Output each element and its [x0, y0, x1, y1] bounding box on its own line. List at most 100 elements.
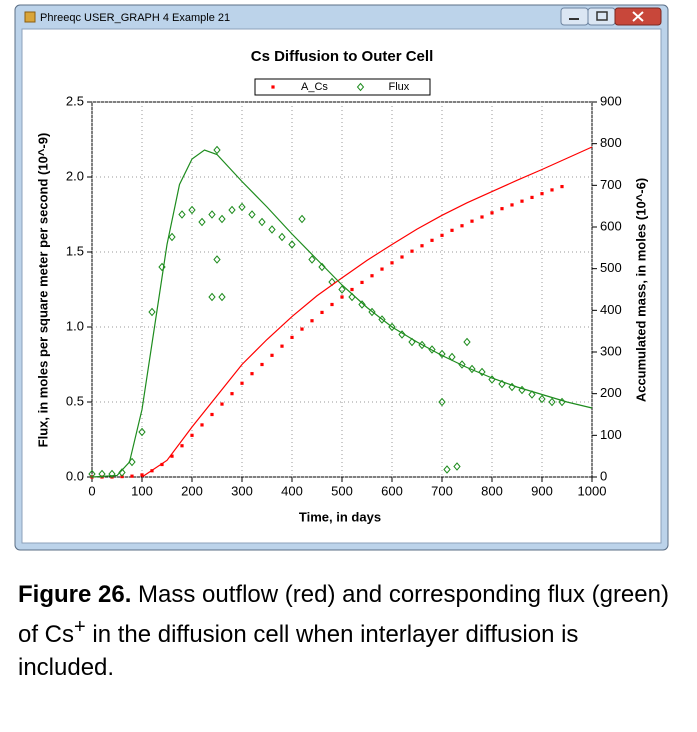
data-point [260, 362, 264, 367]
data-point [88, 469, 96, 479]
y-tick-label: 1.0 [66, 318, 84, 333]
data-point [288, 240, 296, 249]
y-axis-label: Flux, in moles per square meter per seco… [35, 133, 50, 448]
data-point [538, 394, 546, 404]
data-point [188, 205, 196, 215]
data-point [560, 184, 564, 189]
data-point [420, 244, 424, 248]
data-point [200, 423, 204, 427]
minimize-button[interactable] [560, 7, 589, 26]
data-point [258, 217, 266, 227]
maximize-button[interactable] [587, 7, 616, 26]
data-point [310, 319, 314, 323]
data-point [440, 233, 444, 237]
data-point [308, 255, 316, 264]
data-point [528, 390, 536, 399]
data-point [468, 364, 476, 374]
data-point [138, 427, 146, 437]
x-axis-label: Time, in days [299, 509, 381, 524]
y2-tick-label: 400 [600, 302, 622, 317]
data-point [240, 381, 244, 385]
data-point [278, 232, 286, 242]
y2-tick-label: 700 [600, 177, 622, 192]
data-point [208, 292, 216, 302]
y2-tick-label: 300 [600, 343, 622, 358]
x-tick-label: 100 [131, 483, 153, 498]
data-point [550, 188, 554, 192]
data-point [160, 462, 164, 467]
y2-tick-label: 900 [600, 93, 622, 108]
data-point [350, 287, 354, 292]
data-point [170, 454, 174, 458]
window: Phreeqc USER_GRAPH 4 Example 21 Cs Diffu… [14, 4, 669, 551]
data-point [178, 210, 186, 219]
model-line [91, 149, 593, 478]
data-point [198, 217, 206, 227]
data-point [478, 367, 486, 377]
data-point [428, 345, 436, 354]
data-point [460, 224, 464, 228]
data-point [118, 468, 126, 477]
data-point [340, 295, 344, 299]
y-tick-label: 2.5 [66, 93, 84, 108]
data-point [190, 433, 194, 437]
x-tick-label: 200 [181, 483, 203, 498]
data-point [370, 274, 374, 278]
data-point [320, 310, 324, 315]
y2-tick-label: 800 [600, 135, 622, 150]
data-point [380, 267, 384, 271]
data-point [270, 353, 274, 357]
x-tick-label: 700 [431, 483, 453, 498]
x-tick-label: 600 [381, 483, 403, 498]
data-point [390, 261, 394, 265]
legend-box [254, 78, 431, 96]
y2-tick-label: 600 [600, 218, 622, 233]
legend-marker [356, 82, 365, 92]
x-tick-label: 800 [481, 483, 503, 498]
data-point [530, 195, 534, 200]
data-point [218, 214, 226, 224]
data-point [430, 238, 434, 242]
data-point [480, 215, 484, 219]
close-glyph [632, 11, 644, 22]
data-point [213, 255, 221, 264]
data-point [228, 205, 236, 215]
data-point [148, 307, 156, 317]
data-point [140, 473, 144, 477]
data-point [300, 327, 304, 331]
legend-label: A_Cs [301, 81, 328, 93]
y-tick-label: 0.0 [66, 468, 84, 483]
data-point [238, 202, 246, 212]
data-point [168, 232, 176, 242]
data-point [410, 249, 414, 253]
data-point [443, 465, 451, 474]
caption-label: Figure 26. [18, 581, 132, 608]
data-point [268, 225, 276, 234]
maximize-glyph [596, 11, 608, 21]
legend-marker [271, 85, 275, 89]
y2-tick-label: 200 [600, 385, 622, 400]
data-point [458, 360, 466, 369]
data-point [213, 145, 221, 155]
data-point [548, 397, 556, 407]
caption-text: Mass outflow (red) and corresponding flu… [18, 581, 669, 648]
data-point [470, 219, 474, 223]
x-tick-label: 0 [88, 483, 95, 498]
x-tick-label: 1000 [578, 483, 607, 498]
y2-tick-label: 0 [600, 468, 607, 483]
data-point [330, 302, 334, 307]
data-point [298, 214, 306, 224]
data-point [250, 372, 254, 376]
x-tick-label: 300 [231, 483, 253, 498]
data-point [108, 469, 116, 479]
data-point [450, 228, 454, 232]
data-point [438, 397, 446, 407]
data-point [130, 474, 134, 478]
model-line [141, 146, 593, 478]
data-point [230, 392, 234, 396]
data-point [248, 210, 256, 219]
y2-axis-label: Accumulated mass, in moles (10^-6) [633, 178, 648, 402]
data-point [180, 444, 184, 448]
y-tick-label: 1.5 [66, 243, 84, 258]
data-point [400, 255, 404, 259]
